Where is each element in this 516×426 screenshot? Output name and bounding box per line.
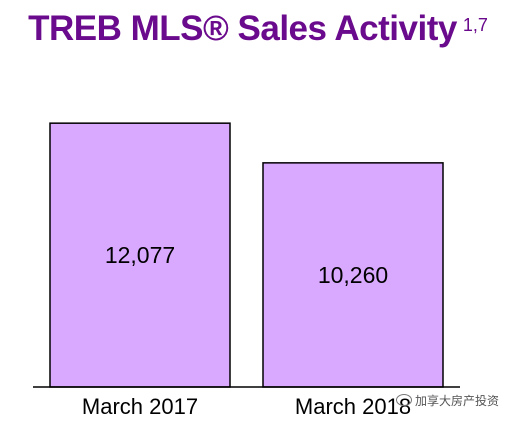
title-footnote-superscript: 1,7 <box>462 15 488 35</box>
chart-title: TREB MLS® Sales Activity 1,7 <box>0 8 516 50</box>
data-label: 10,260 <box>318 262 388 288</box>
labels-layer: 12,077 March 2017 10,260 March 2018 <box>82 242 411 419</box>
x-tick-label: March 2018 <box>295 394 411 419</box>
x-tick-label: March 2017 <box>82 394 198 419</box>
watermark: 加享大房产投资 <box>396 392 499 409</box>
bar-march-2017 <box>49 122 231 388</box>
data-label: 12,077 <box>105 242 175 268</box>
chart-title-text: TREB MLS® Sales Activity <box>28 9 457 48</box>
bars-layer <box>49 122 444 388</box>
bar-march-2018 <box>262 162 444 388</box>
wechat-icon <box>396 394 412 406</box>
watermark-text: 加享大房产投资 <box>415 394 500 408</box>
